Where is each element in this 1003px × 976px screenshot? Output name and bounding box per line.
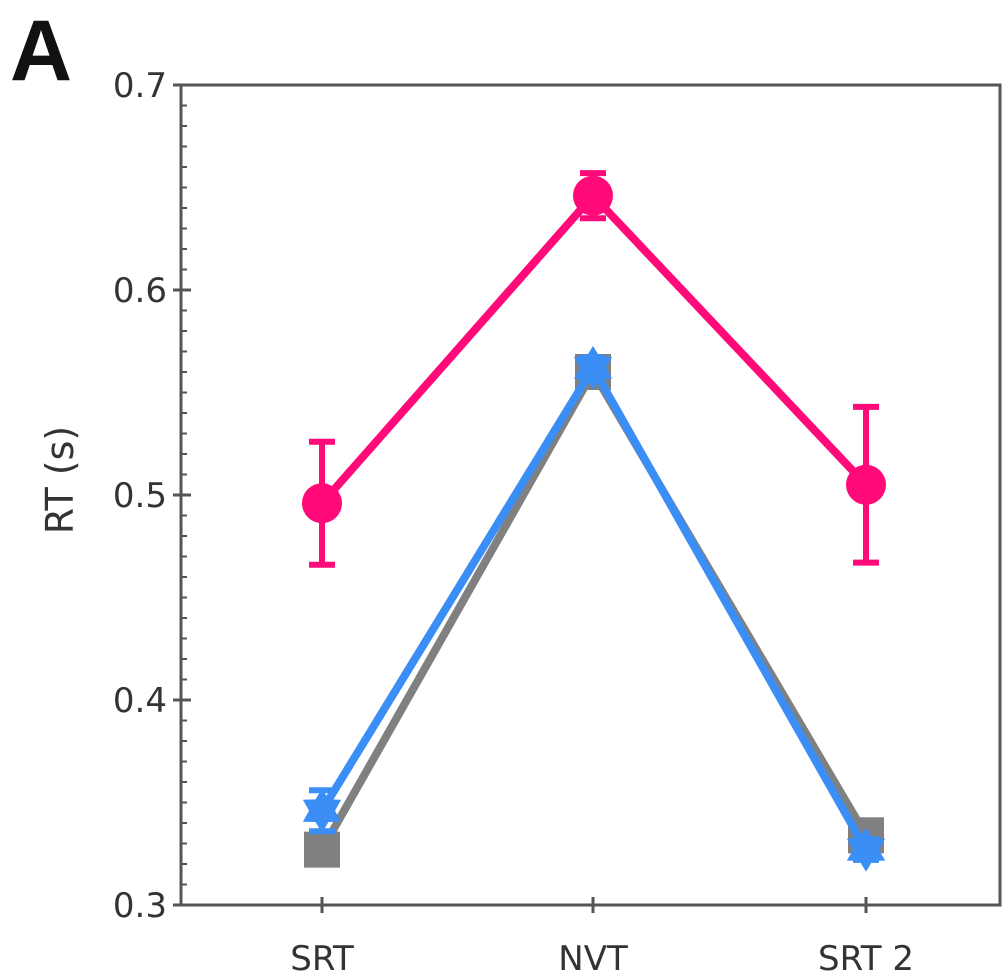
y-tick-label: 0.6 bbox=[113, 271, 167, 311]
series-layer bbox=[302, 170, 886, 872]
data-point bbox=[846, 464, 886, 505]
y-axis-label: RT (s) bbox=[38, 426, 82, 534]
data-point bbox=[302, 788, 342, 833]
x-tick-label: SRT 2 bbox=[818, 939, 914, 976]
x-axis-ticks: SRT NVT SRT 2 bbox=[290, 897, 914, 976]
y-tick-label: 0.5 bbox=[113, 476, 167, 516]
data-point bbox=[573, 345, 613, 390]
x-tick-label: SRT bbox=[290, 939, 354, 976]
series-line bbox=[318, 360, 870, 852]
y-tick-label: 0.7 bbox=[113, 66, 167, 106]
series-line bbox=[318, 364, 870, 852]
y-minor-ticks bbox=[181, 104, 187, 886]
series-circle bbox=[302, 170, 886, 568]
series-star bbox=[302, 345, 886, 872]
series-square bbox=[304, 354, 884, 868]
data-point bbox=[304, 831, 340, 868]
y-axis-ticks: 0.3 0.4 0.5 0.6 0.7 bbox=[113, 66, 191, 926]
data-point bbox=[573, 175, 613, 216]
y-tick-label: 0.4 bbox=[113, 681, 167, 721]
x-tick-label: NVT bbox=[558, 939, 628, 976]
y-tick-label: 0.3 bbox=[113, 886, 167, 926]
data-point bbox=[302, 483, 342, 524]
panel-label: A bbox=[10, 3, 73, 99]
data-point bbox=[846, 827, 886, 872]
